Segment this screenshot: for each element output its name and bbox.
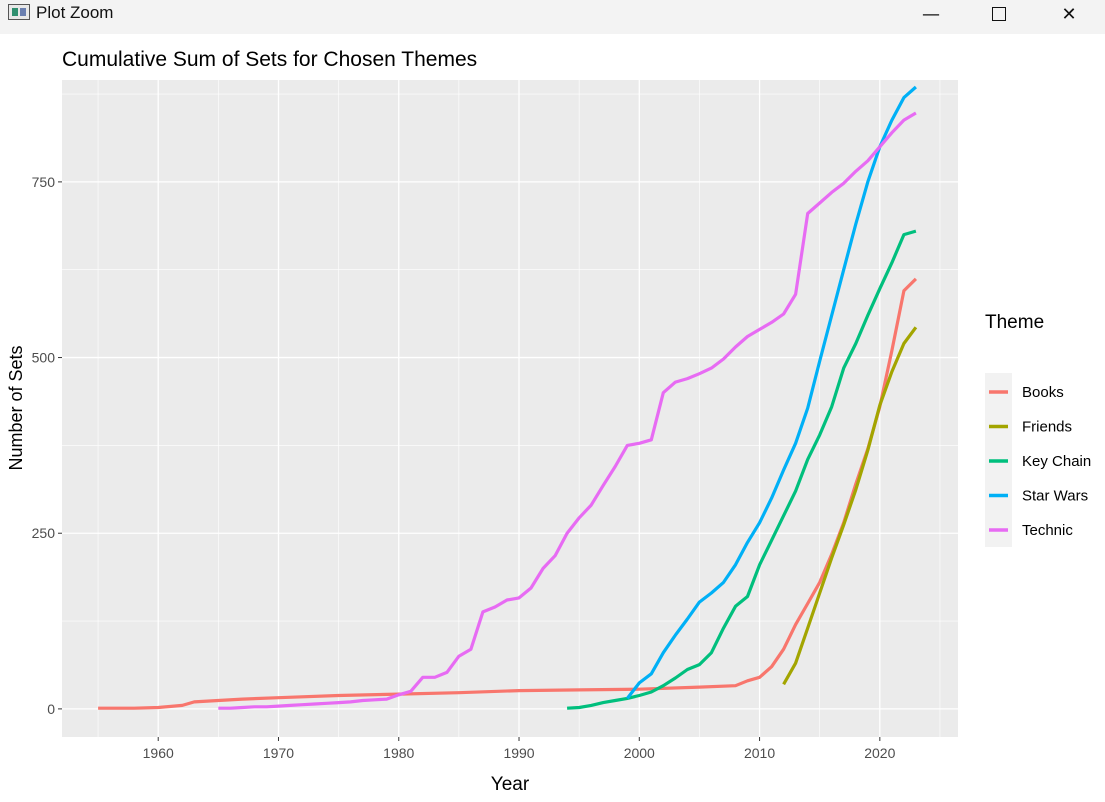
maximize-icon [992, 7, 1006, 21]
y-axis-label: Number of Sets [6, 345, 26, 470]
y-tick-label: 500 [32, 350, 56, 366]
plot-area: Cumulative Sum of Sets for Chosen Themes… [0, 34, 1105, 797]
series-line-friends [782, 326, 918, 686]
x-tick-label: 1990 [503, 745, 534, 761]
y-tick-label: 750 [32, 174, 56, 190]
chart-title: Cumulative Sum of Sets for Chosen Themes [62, 48, 477, 71]
x-tick-label: 2010 [744, 745, 775, 761]
maximize-button[interactable] [964, 0, 1034, 28]
x-tick-label: 1960 [143, 745, 174, 761]
legend-label-star-wars: Star Wars [1022, 488, 1088, 505]
close-icon: ✕ [1061, 3, 1077, 25]
y-axis: 0 250 500 750 [32, 174, 62, 717]
series-line-star-wars [626, 85, 917, 700]
x-axis-label: Year [491, 774, 530, 795]
x-tick-label: 2020 [864, 745, 895, 761]
panel-background [62, 80, 958, 737]
legend-label-key-chain: Key Chain [1022, 453, 1091, 470]
line-chart: Cumulative Sum of Sets for Chosen Themes… [6, 48, 1091, 795]
series-lines [98, 85, 918, 710]
series-line-key-chain [567, 229, 917, 710]
legend-label-books: Books [1022, 384, 1064, 401]
y-tick-label: 0 [47, 701, 55, 717]
x-tick-label: 1970 [263, 745, 294, 761]
minimize-icon: — [922, 3, 940, 25]
minimize-button[interactable]: — [896, 0, 966, 28]
legend: Theme Books Friends Key Chain Star Wars Tech… [985, 312, 1091, 547]
window-titlebar: Plot Zoom — ✕ [0, 0, 1105, 34]
close-button[interactable]: ✕ [1034, 0, 1104, 28]
y-tick-label: 250 [32, 525, 56, 541]
legend-label-friends: Friends [1022, 419, 1072, 436]
series-line-books [98, 277, 918, 710]
series-line-technic [218, 111, 917, 710]
x-tick-label: 2000 [624, 745, 655, 761]
plot-zoom-app-icon [8, 4, 30, 20]
window-title: Plot Zoom [36, 3, 114, 22]
grid-major [62, 80, 958, 737]
x-tick-label: 1980 [383, 745, 414, 761]
grid-minor [62, 80, 958, 737]
x-axis: 1960 1970 1980 1990 2000 2010 2020 [143, 737, 896, 761]
legend-title: Theme [985, 312, 1044, 333]
legend-label-technic: Technic [1022, 522, 1073, 539]
